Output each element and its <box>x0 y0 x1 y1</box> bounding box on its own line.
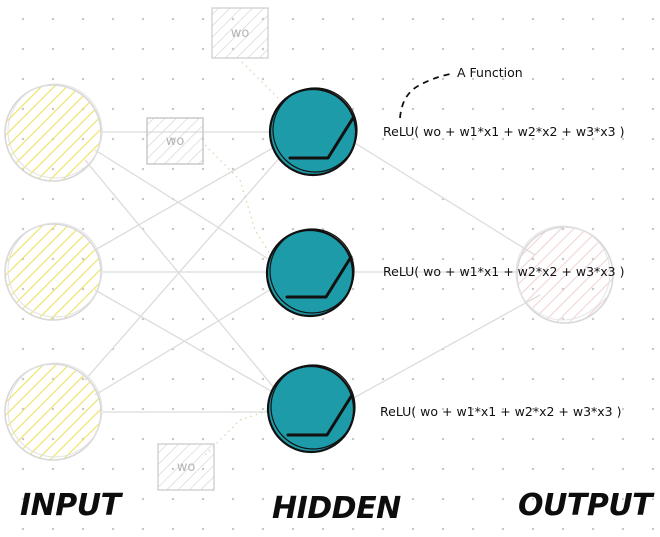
edge-h3-o <box>349 294 541 401</box>
formula-hidden-2: ReLU( wo + w1*x1 + w2*x2 + w3*x3 ) <box>383 264 624 279</box>
edge-i2-h1 <box>94 144 279 251</box>
bias-bottom-link <box>204 409 271 456</box>
input-node-3 <box>4 362 103 461</box>
edge-i1-h2 <box>94 149 279 266</box>
hidden-node-2 <box>265 228 355 318</box>
input-node-1 <box>4 83 103 182</box>
relu-icon <box>288 116 355 160</box>
hidden-node-3 <box>266 364 356 454</box>
annotation: A Function <box>399 65 523 119</box>
bias-box-mid: wo <box>146 117 204 165</box>
input-node-2 <box>4 222 103 321</box>
bias-box-bottom-label: wo <box>177 460 196 475</box>
edge-i1-h3 <box>84 159 281 396</box>
edge-i3-h2 <box>94 284 279 396</box>
relu-icon <box>286 393 354 437</box>
formula-hidden-3: ReLU( wo + w1*x1 + w2*x2 + w3*x3 ) <box>380 404 621 419</box>
annotation-arrow <box>399 73 451 119</box>
output-node <box>515 225 614 324</box>
bias-top-link <box>241 61 281 101</box>
formula-hidden-1: ReLU( wo + w1*x1 + w2*x2 + w3*x3 ) <box>383 124 624 139</box>
input-hidden-connections <box>84 131 283 413</box>
label-hidden: HIDDEN <box>272 491 401 526</box>
hidden-output-connections <box>349 139 541 401</box>
bias-box-top: wo <box>211 7 269 59</box>
edge-i2-h3 <box>94 289 279 396</box>
relu-icon <box>285 255 353 299</box>
bias-connections <box>204 61 281 456</box>
bias-box-mid-label: wo <box>166 134 185 149</box>
hidden-node-1 <box>268 87 358 177</box>
edge-h1-o <box>349 139 536 256</box>
bias-box-top-label: wo <box>231 26 250 41</box>
edge-i3-h1 <box>84 154 283 381</box>
annotation-text: A Function <box>457 65 523 80</box>
label-output: OUTPUT <box>518 488 655 523</box>
bias-box-bottom: wo <box>157 443 215 491</box>
label-input: INPUT <box>20 488 124 523</box>
